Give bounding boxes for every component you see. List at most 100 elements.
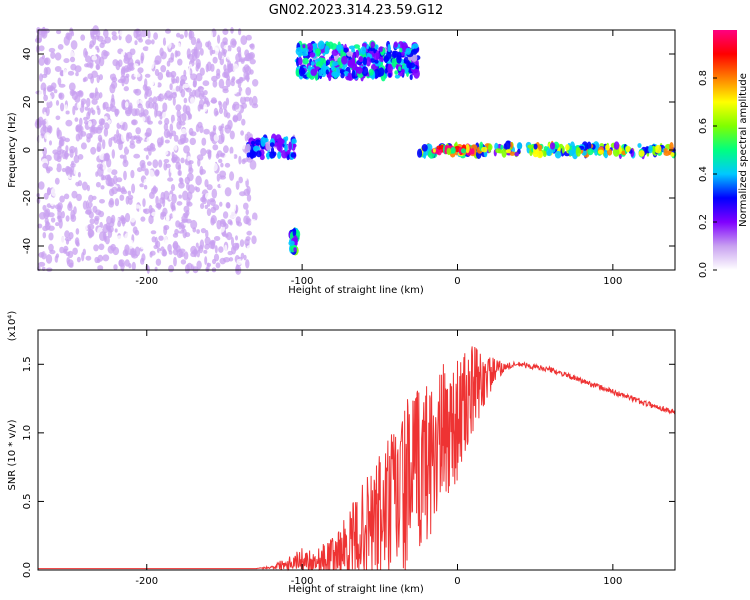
heatmap-cell <box>144 168 149 176</box>
heatmap-cell <box>243 254 247 261</box>
heatmap-cell <box>203 45 207 53</box>
heatmap-cell <box>45 254 53 264</box>
heatmap-cell <box>113 134 118 144</box>
heatmap-cell <box>277 151 282 159</box>
heatmap-cell <box>192 258 196 266</box>
heatmap-cell <box>331 49 339 56</box>
heatmap-cell <box>97 107 101 116</box>
heatmap-cell <box>669 142 674 152</box>
heatmap-cell <box>209 239 216 246</box>
heatmap-cell <box>252 212 258 221</box>
heatmap-cell <box>49 140 52 146</box>
heatmap-cell <box>131 250 136 256</box>
heatmap-cell <box>219 201 223 207</box>
heatmap-cell <box>48 225 55 231</box>
heatmap-cell <box>607 148 613 156</box>
x-tick-label: -200 <box>135 576 158 587</box>
heatmap-cell <box>351 69 356 79</box>
heatmap-cell <box>310 61 315 66</box>
heatmap-cell <box>74 117 79 122</box>
heatmap-cell <box>205 229 209 239</box>
heatmap-cell <box>87 223 95 231</box>
heatmap-cell <box>57 77 62 86</box>
heatmap-cell <box>218 246 224 253</box>
heatmap-cell <box>61 167 66 173</box>
heatmap-cell <box>59 236 66 245</box>
heatmap-cell <box>127 190 132 196</box>
heatmap-cell <box>387 43 391 53</box>
heatmap-cell <box>388 72 392 78</box>
heatmap-cell <box>516 142 523 150</box>
heatmap-cell <box>224 152 230 163</box>
heatmap-cell <box>151 211 158 217</box>
heatmap-cell <box>102 175 106 181</box>
heatmap-cell <box>199 48 204 56</box>
heatmap-cell <box>365 56 371 67</box>
heatmap-cell <box>187 155 192 162</box>
heatmap-cell <box>613 141 620 150</box>
heatmap-cell <box>146 137 151 143</box>
heatmap-cell <box>362 56 367 66</box>
heatmap-cell <box>222 101 228 111</box>
heatmap-cell <box>115 216 119 222</box>
heatmap-cell <box>220 181 224 189</box>
heatmap-cell <box>228 209 236 219</box>
heatmap-cell <box>215 262 221 269</box>
heatmap-cell <box>152 159 159 169</box>
heatmap-cell <box>286 149 291 155</box>
heatmap-cell <box>111 123 115 132</box>
heatmap-cell <box>151 115 155 120</box>
heatmap-cell <box>64 165 71 174</box>
heatmap-cell <box>336 44 343 52</box>
heatmap-cell <box>139 98 146 105</box>
heatmap-cell <box>201 137 207 146</box>
heatmap-cell <box>176 248 183 259</box>
heatmap-cell <box>214 245 218 254</box>
heatmap-cell <box>46 125 53 134</box>
heatmap-cell <box>165 35 171 43</box>
heatmap-cell <box>160 65 167 73</box>
chart-title: GN02.2023.314.23.59.G12 <box>269 3 444 18</box>
heatmap-cell <box>229 130 235 140</box>
heatmap-cell <box>186 182 190 191</box>
y-tick-label: 0 <box>22 147 33 153</box>
y-tick-label: 0.0 <box>22 562 33 578</box>
heatmap-cell <box>166 60 171 67</box>
heatmap-cell <box>98 210 105 218</box>
heatmap-cell <box>68 232 74 240</box>
heatmap-cell <box>248 53 254 60</box>
heatmap-cell <box>295 68 300 77</box>
heatmap-cell <box>167 177 174 182</box>
heatmap-region <box>245 133 297 161</box>
heatmap-cell <box>219 170 227 178</box>
heatmap-cell <box>176 32 181 38</box>
heatmap-cell <box>195 175 202 186</box>
heatmap-cell <box>586 141 592 151</box>
heatmap-cell <box>149 146 156 152</box>
heatmap-cell <box>241 158 246 165</box>
heatmap-cell <box>199 67 205 76</box>
heatmap-cell <box>169 83 173 91</box>
heatmap-cell <box>102 254 110 262</box>
heatmap-cell <box>135 89 139 94</box>
colorbar-tick-label: 0.0 <box>698 262 709 278</box>
heatmap-cell <box>140 116 146 122</box>
heatmap-cell <box>120 75 126 83</box>
heatmap-cell <box>180 157 185 164</box>
heatmap-cell <box>172 96 176 106</box>
heatmap-cell <box>137 167 143 173</box>
heatmap-cell <box>340 72 345 79</box>
heatmap-cell <box>63 58 70 64</box>
heatmap-cell <box>291 138 297 144</box>
y-tick-label: 20 <box>22 96 33 109</box>
colorbar-tick-label: 0.8 <box>698 70 709 86</box>
heatmap-cell <box>393 41 398 48</box>
heatmap-cell <box>227 45 232 53</box>
heatmap-cell <box>465 143 470 154</box>
heatmap-cell <box>223 109 228 118</box>
heatmap-cell <box>227 262 234 272</box>
heatmap-cell <box>252 95 258 106</box>
heatmap-cell <box>76 193 82 202</box>
heatmap-cell <box>215 240 222 247</box>
